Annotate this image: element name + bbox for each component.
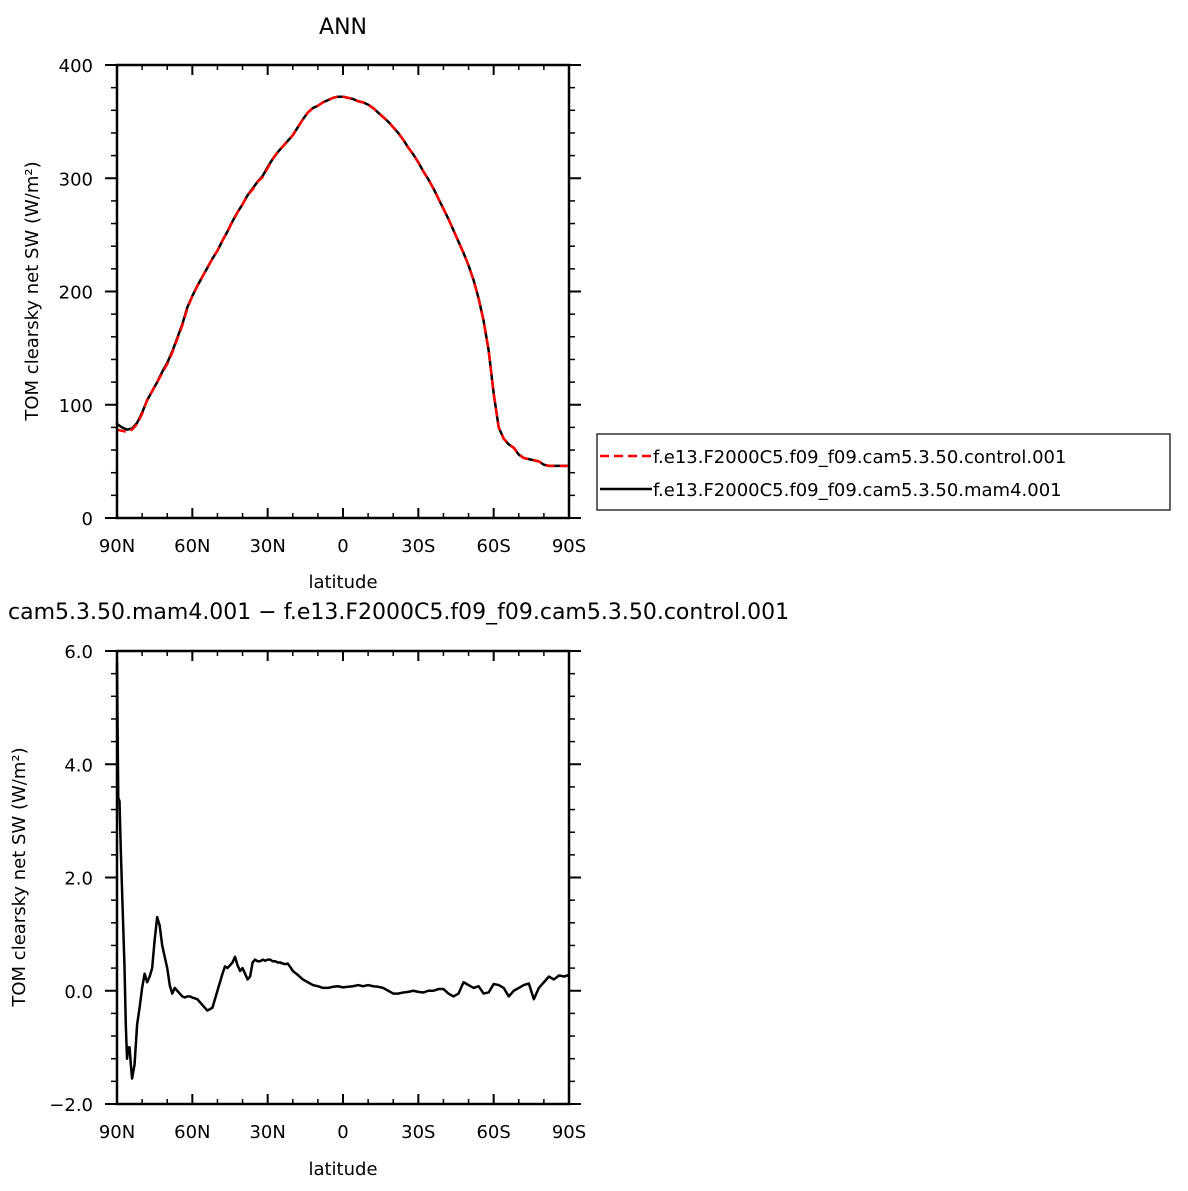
chart-top-ytick-label: 100 [59, 396, 93, 417]
chart-top-series-layer [116, 95, 569, 468]
chart-top-series-line-0 [116, 95, 569, 468]
chart-bottom-ytick-label: 2.0 [64, 869, 93, 890]
chart-bottom-ylabel: TOM clearsky net SW (W/m²) [9, 747, 30, 1007]
chart-top-xtick-label: 60S [476, 536, 510, 557]
chart-top-legend: f.e13.F2000C5.f09_f09.cam5.3.50.control.… [596, 433, 1171, 511]
legend-label-mam4: f.e13.F2000C5.f09_f09.cam5.3.50.mam4.001 [653, 480, 1062, 501]
chart-top-ytick-label: 0 [82, 509, 93, 530]
chart-bottom-frame [115, 649, 571, 1106]
chart-bottom-xtick-label: 90S [552, 1122, 586, 1143]
chart-bottom-xlabel: latitude [308, 1159, 377, 1180]
legend-box [596, 433, 1171, 511]
chart-top-frame [115, 63, 571, 520]
chart-top-xlabel: latitude [308, 572, 377, 593]
chart-top-ticks: 90N 60N 30N 0 30S 60S 90S 0 100 200 300 400 [59, 56, 587, 557]
chart-bottom-title: cam5.3.50.mam4.001 − f.e13.F2000C5.f09_f… [8, 600, 789, 625]
chart-bottom-xtick-label: 60N [174, 1122, 210, 1143]
chart-bottom-xtick-label: 60S [476, 1122, 510, 1143]
chart-top-ylabel: TOM clearsky net SW (W/m²) [22, 161, 43, 421]
chart-bottom-ytick-label: 6.0 [64, 642, 93, 663]
chart-bottom-series-layer [115, 662, 570, 1080]
chart-top-xtick-label: 30S [401, 536, 435, 557]
chart-bottom-series-line-0 [115, 662, 570, 1080]
chart-bottom-xtick-label: 30S [401, 1122, 435, 1143]
chart-top-ytick-label: 400 [59, 56, 93, 77]
chart-top-series-line-1 [116, 95, 569, 468]
chart-bottom-ticks: 90N 60N 30N 0 30S 60S 90S −2.0 0.0 2.0 4.0 6.0 [49, 642, 586, 1143]
chart-top-xtick-label: 60N [174, 536, 210, 557]
chart-top-xtick-label: 0 [337, 536, 348, 557]
chart-bottom-xtick-label: 90N [99, 1122, 135, 1143]
chart-bottom-ytick-label: 0.0 [64, 982, 93, 1003]
chart-top-xtick-label: 30N [249, 536, 285, 557]
chart-top-ytick-label: 300 [59, 169, 93, 190]
chart-bottom-ytick-label: −2.0 [49, 1095, 93, 1116]
chart-bottom-xtick-label: 0 [337, 1122, 348, 1143]
chart-top-title: ANN [319, 15, 367, 40]
chart-top-ytick-label: 200 [59, 283, 93, 304]
chart-top: ANN 90N 60N 30N 0 30S 60S 90S 0 100 200 300 400 lat… [22, 15, 1171, 593]
chart-bottom-xtick-label: 30N [249, 1122, 285, 1143]
chart-bottom: cam5.3.50.mam4.001 − f.e13.F2000C5.f09_f… [8, 600, 789, 1180]
chart-bottom-ytick-label: 4.0 [64, 755, 93, 776]
legend-label-control: f.e13.F2000C5.f09_f09.cam5.3.50.control.… [653, 447, 1066, 468]
chart-top-xtick-label: 90N [99, 536, 135, 557]
chart-top-xtick-label: 90S [552, 536, 586, 557]
